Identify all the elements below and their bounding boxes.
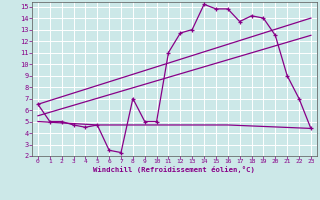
X-axis label: Windchill (Refroidissement éolien,°C): Windchill (Refroidissement éolien,°C): [93, 166, 255, 173]
